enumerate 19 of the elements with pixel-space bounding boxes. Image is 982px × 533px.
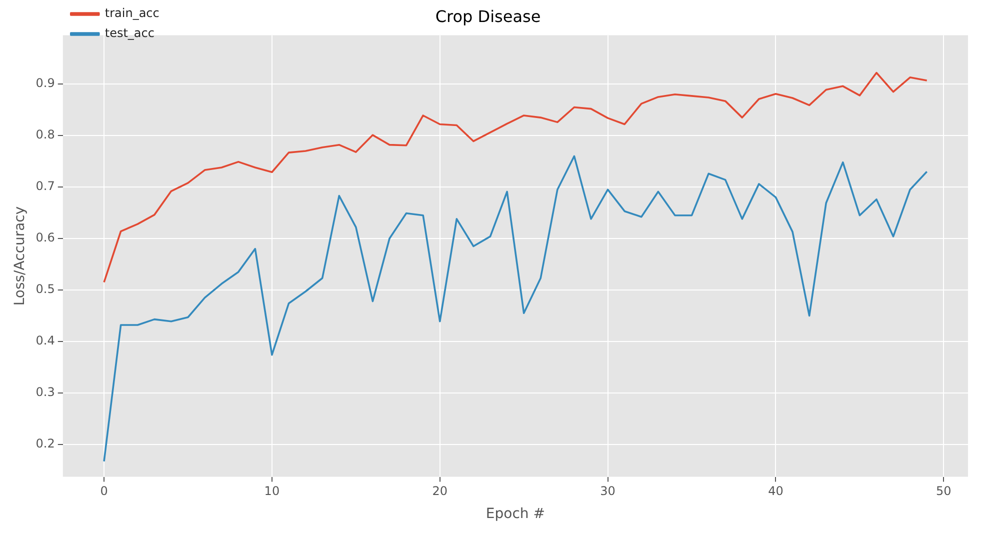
y-tick-label: 0.3 (36, 385, 55, 400)
x-tick-label: 30 (600, 484, 616, 498)
y-tick-label: 0.7 (36, 179, 55, 194)
x-tick-label: 50 (936, 484, 952, 498)
x-tick-label: 0 (100, 484, 108, 498)
y-tick-label: 0.5 (36, 282, 55, 296)
y-tick-label: 0.9 (36, 76, 55, 90)
y-tick-label: 0.6 (36, 230, 55, 245)
x-tick-label: 40 (768, 484, 784, 498)
x-tick-label: 10 (264, 484, 280, 498)
legend-label: train_acc (104, 6, 160, 20)
y-tick-label: 0.4 (36, 334, 55, 348)
x-axis-title: Epoch # (486, 506, 545, 522)
chart-title: Crop Disease (435, 6, 541, 26)
x-tick-label: 20 (432, 484, 448, 498)
y-tick-label: 0.8 (36, 128, 55, 142)
y-tick-label: 0.2 (36, 436, 55, 450)
y-axis-title: Loss/Accuracy (12, 206, 28, 306)
legend-label: test_acc (104, 26, 154, 40)
